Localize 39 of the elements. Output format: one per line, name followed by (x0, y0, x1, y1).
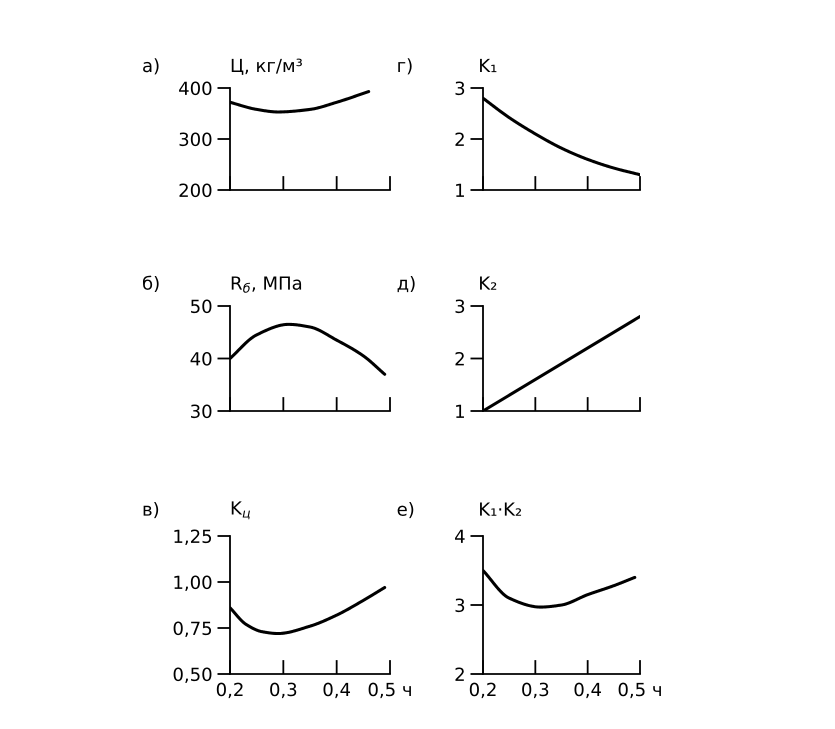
y-axis-title: K₁·K₂ (480, 502, 522, 516)
x-tick-label: 0,5 ч (368, 682, 411, 698)
y-axis-title: K₁ (480, 58, 496, 72)
y-tick-label: 2 (455, 352, 464, 366)
y-tick-label: 1 (456, 404, 464, 418)
y-axis-title: K₂ (480, 276, 496, 290)
y-tick-label: 30 (191, 404, 212, 418)
y-tick-label: 40 (190, 352, 212, 366)
y-tick-label: 400 (179, 81, 212, 96)
y-tick-label: 0,50 (174, 667, 212, 683)
x-tick-label: 0,4 (324, 682, 350, 698)
y-tick-label: 300 (180, 132, 212, 146)
chart-title: г) (398, 58, 412, 74)
y-tick-label: 2 (455, 667, 464, 681)
x-tick-label: 0,2 (216, 682, 243, 698)
x-tick-label: 0,3 (522, 682, 548, 698)
x-tick-label: 0,5 ч (618, 682, 661, 698)
y-tick-label: 4 (455, 530, 465, 543)
chart-title: а) (143, 58, 159, 74)
y-axis-title: K$_{ц}$ (232, 501, 250, 520)
chart-title: д) (398, 276, 415, 292)
y-tick-label: 3 (456, 299, 464, 314)
y-tick-label: 2 (455, 132, 464, 146)
x-tick-label: 0,4 (574, 682, 602, 698)
y-tick-label: 0,75 (174, 621, 212, 637)
y-tick-label: 1,25 (174, 529, 212, 545)
x-tick-label: 0,3 (270, 682, 296, 698)
chart-title: б) (142, 276, 159, 292)
chart-title: в) (144, 502, 158, 518)
y-tick-label: 3 (456, 81, 464, 96)
y-axis-title: R$_{б}$, МПа (232, 276, 302, 293)
x-tick-label: 0,2 (470, 682, 496, 698)
y-tick-label: 3 (456, 598, 464, 612)
y-tick-label: 1,00 (174, 575, 212, 591)
y-tick-label: 200 (180, 183, 212, 198)
chart-title: е) (398, 502, 414, 518)
y-tick-label: 50 (191, 299, 212, 314)
y-tick-label: 1 (456, 184, 464, 197)
y-axis-title: Ц, кг/м³ (232, 58, 302, 75)
